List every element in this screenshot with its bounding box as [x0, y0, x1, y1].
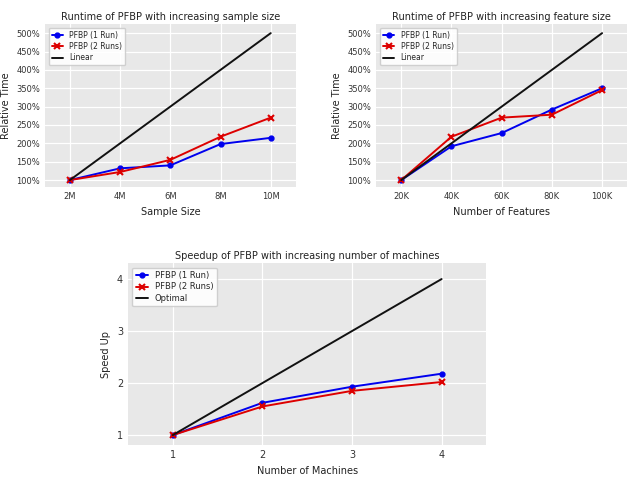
PFBP (1 Run) [169, 432, 177, 438]
Legend: PFBP (1 Run), PFBP (2 Runs), Linear: PFBP (1 Run), PFBP (2 Runs), Linear [380, 28, 457, 66]
Line: Linear: Linear [70, 33, 271, 180]
PFBP (2 Runs) [166, 157, 174, 163]
PFBP (2 Runs) [438, 379, 445, 385]
Y-axis label: Relative Time: Relative Time [1, 72, 10, 139]
PFBP (2 Runs) [397, 177, 405, 183]
X-axis label: Number of Features: Number of Features [453, 207, 550, 217]
Linear [447, 140, 455, 146]
PFBP (2 Runs) [267, 115, 275, 121]
Linear [548, 67, 556, 73]
PFBP (1 Run) [348, 384, 356, 389]
Line: Linear: Linear [401, 33, 602, 180]
Line: PFBP (2 Runs): PFBP (2 Runs) [67, 114, 274, 183]
Linear [498, 104, 506, 110]
Linear [267, 30, 275, 36]
Title: Speedup of PFBP with increasing number of machines: Speedup of PFBP with increasing number o… [175, 251, 440, 261]
PFBP (1 Run) [548, 107, 556, 113]
X-axis label: Sample Size: Sample Size [141, 207, 200, 217]
PFBP (1 Run) [116, 165, 124, 171]
Line: PFBP (1 Run): PFBP (1 Run) [399, 86, 605, 182]
PFBP (1 Run) [166, 162, 174, 168]
Y-axis label: Speed Up: Speed Up [101, 331, 111, 378]
Optimal [438, 276, 445, 282]
PFBP (1 Run) [217, 141, 225, 147]
Line: PFBP (1 Run): PFBP (1 Run) [170, 371, 444, 437]
Linear [598, 30, 606, 36]
Legend: PFBP (1 Run), PFBP (2 Runs), Linear: PFBP (1 Run), PFBP (2 Runs), Linear [49, 28, 125, 66]
PFBP (1 Run) [447, 143, 455, 149]
Y-axis label: Relative Time: Relative Time [332, 72, 342, 139]
PFBP (2 Runs) [548, 112, 556, 117]
PFBP (1 Run) [66, 177, 74, 183]
Linear [66, 177, 74, 183]
PFBP (2 Runs) [169, 432, 177, 438]
PFBP (1 Run) [397, 177, 405, 183]
PFBP (2 Runs) [447, 134, 455, 139]
Linear [166, 104, 174, 110]
PFBP (2 Runs) [498, 115, 506, 121]
Title: Runtime of PFBP with increasing sample size: Runtime of PFBP with increasing sample s… [61, 12, 280, 22]
Line: Optimal: Optimal [173, 279, 442, 435]
Linear [397, 177, 405, 183]
PFBP (1 Run) [438, 371, 445, 376]
Line: PFBP (1 Run): PFBP (1 Run) [67, 136, 273, 182]
PFBP (2 Runs) [116, 169, 124, 175]
PFBP (2 Runs) [348, 388, 356, 394]
PFBP (2 Runs) [598, 87, 606, 93]
Optimal [348, 328, 356, 334]
PFBP (1 Run) [598, 85, 606, 91]
PFBP (2 Runs) [66, 177, 74, 183]
Line: PFBP (2 Runs): PFBP (2 Runs) [398, 87, 605, 183]
Line: PFBP (2 Runs): PFBP (2 Runs) [170, 378, 445, 439]
Legend: PFBP (1 Run), PFBP (2 Runs), Optimal: PFBP (1 Run), PFBP (2 Runs), Optimal [132, 268, 216, 306]
Linear [217, 67, 225, 73]
Optimal [169, 432, 177, 438]
Optimal [259, 380, 266, 386]
X-axis label: Number of Machines: Number of Machines [257, 466, 358, 476]
PFBP (1 Run) [267, 135, 275, 141]
PFBP (1 Run) [259, 400, 266, 406]
PFBP (2 Runs) [259, 404, 266, 410]
Title: Runtime of PFBP with increasing feature size: Runtime of PFBP with increasing feature … [392, 12, 611, 22]
PFBP (2 Runs) [217, 134, 225, 139]
PFBP (1 Run) [498, 130, 506, 136]
Linear [116, 140, 124, 146]
